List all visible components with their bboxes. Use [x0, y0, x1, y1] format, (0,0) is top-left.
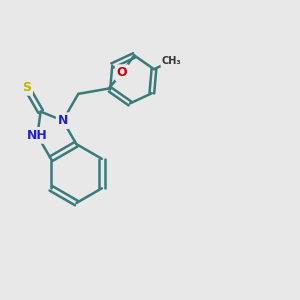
Text: S: S [22, 81, 31, 94]
Text: O: O [117, 66, 127, 79]
Text: NH: NH [27, 129, 48, 142]
Text: CH₃: CH₃ [161, 56, 181, 66]
Text: N: N [58, 114, 68, 127]
